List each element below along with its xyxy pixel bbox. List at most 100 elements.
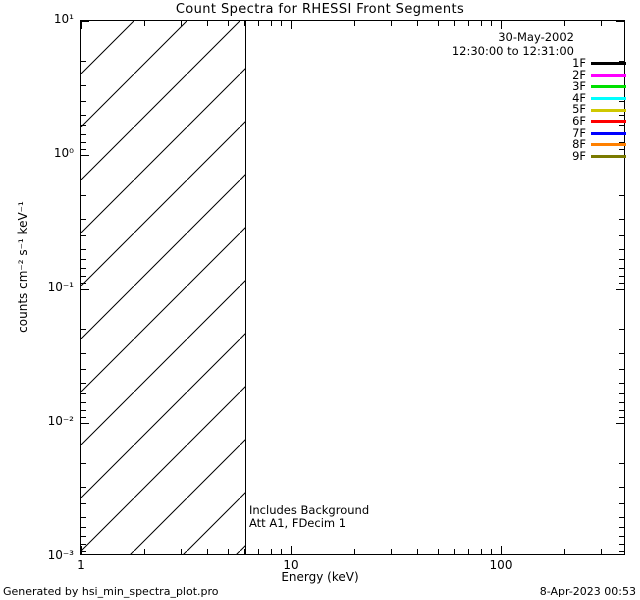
plot-annotations: Includes Background Att A1, FDecim 1 — [249, 504, 369, 530]
plot-area: Includes Background Att A1, FDecim 1 — [80, 20, 625, 555]
legend-swatch-8f — [591, 143, 626, 147]
legend-label-6f: 6F — [572, 113, 586, 128]
y-tick-right — [616, 289, 624, 290]
x-tick-minor — [144, 549, 145, 554]
x-tick-top — [438, 21, 439, 26]
y-tick-right — [619, 551, 624, 552]
x-tick-minor — [438, 549, 439, 554]
x-tick-minor — [181, 549, 182, 554]
x-tick-minor — [258, 549, 259, 554]
y-tick-right — [619, 353, 624, 354]
x-tick-minor — [468, 549, 469, 554]
y-tick-right — [619, 527, 624, 528]
legend-item-3f[interactable]: 3F — [564, 81, 626, 93]
y-tick-right — [619, 487, 624, 488]
y-tick-minor — [81, 268, 86, 269]
y-tick-right — [619, 517, 624, 518]
y-tick-right — [619, 369, 624, 370]
y-tick-right — [619, 268, 624, 269]
y-tick-minor — [81, 125, 86, 126]
x-tick-minor — [281, 549, 282, 554]
x-tick-major — [501, 546, 502, 554]
y-tick-right — [619, 276, 624, 277]
y-axis-label: counts cm⁻² s⁻¹ keV⁻¹ — [16, 201, 30, 333]
hatched-energy-cutoff-region — [81, 21, 246, 554]
y-tick-label-1em1: 10⁻¹ — [47, 280, 74, 294]
observation-time-interval: 12:30:00 to 12:31:00 — [451, 44, 574, 58]
x-tick-label-1: 1 — [77, 558, 85, 572]
x-tick-major — [81, 546, 82, 554]
x-axis-label: Energy (keV) — [281, 570, 359, 584]
legend-item-5f[interactable]: 5F — [564, 104, 626, 116]
y-tick-right — [619, 417, 624, 418]
y-tick-minor — [81, 283, 86, 284]
y-tick-minor — [81, 235, 86, 236]
legend-swatch-1f — [591, 62, 626, 66]
annotation-attenuator-state: Att A1, FDecim 1 — [249, 516, 347, 530]
legend-item-7f[interactable]: 7F — [564, 127, 626, 140]
legend-item-9f[interactable]: 9F — [564, 148, 626, 163]
y-tick-major — [81, 21, 89, 22]
x-tick-minor — [244, 549, 245, 554]
y-tick-minor — [81, 503, 86, 504]
y-tick-minor — [81, 195, 86, 196]
x-tick-top — [417, 21, 418, 26]
y-tick-minor — [81, 517, 86, 518]
legend: 1F 2F 3F 4F 5F 6F 7F 8F 9F — [564, 57, 626, 163]
legend-item-2f[interactable]: 2F — [564, 69, 626, 82]
y-tick-right — [616, 21, 624, 22]
diagonal-hatch-pattern — [81, 21, 246, 554]
y-tick-right — [619, 544, 624, 545]
y-tick-minor — [81, 410, 86, 411]
legend-item-4f[interactable]: 4F — [564, 90, 626, 105]
x-tick-top — [501, 21, 502, 29]
legend-swatch-3f — [591, 85, 626, 89]
x-tick-major — [291, 546, 292, 554]
y-tick-right — [619, 402, 624, 403]
y-tick-right — [619, 149, 624, 150]
page-title: Count Spectra for RHESSI Front Segments — [175, 2, 465, 17]
x-tick-top — [207, 21, 208, 26]
legend-item-8f[interactable]: 8F — [564, 139, 626, 151]
y-tick-minor — [81, 61, 86, 62]
x-tick-minor — [491, 549, 492, 554]
x-tick-top — [601, 21, 602, 26]
legend-item-6f[interactable]: 6F — [564, 113, 626, 128]
hatch-region-boundary-line — [245, 21, 246, 554]
x-tick-top — [291, 21, 292, 29]
y-tick-major — [81, 423, 89, 424]
y-tick-minor — [81, 149, 86, 150]
y-tick-minor — [81, 544, 86, 545]
y-tick-right — [619, 249, 624, 250]
legend-label-5f: 5F — [572, 102, 586, 117]
y-tick-minor — [81, 276, 86, 277]
x-tick-top — [491, 21, 492, 26]
y-tick-minor — [81, 329, 86, 330]
x-tick-top — [144, 21, 145, 26]
legend-label-8f: 8F — [572, 137, 586, 152]
legend-label-4f: 4F — [572, 90, 586, 105]
x-tick-minor — [354, 549, 355, 554]
y-tick-right — [619, 259, 624, 260]
x-tick-minor — [564, 549, 565, 554]
y-tick-minor — [81, 536, 86, 537]
observation-date: 30-May-2002 — [498, 30, 574, 44]
legend-swatch-9f — [591, 155, 626, 159]
legend-item-1f[interactable]: 1F — [564, 57, 626, 70]
x-tick-top — [271, 21, 272, 26]
x-tick-top — [281, 21, 282, 26]
y-tick-major — [81, 289, 89, 290]
y-tick-minor — [81, 463, 86, 464]
legend-label-9f: 9F — [572, 148, 586, 163]
x-tick-top — [228, 21, 229, 26]
y-tick-right — [619, 463, 624, 464]
x-tick-minor — [454, 549, 455, 554]
y-tick-right — [619, 115, 624, 116]
legend-swatch-6f — [591, 120, 626, 124]
y-tick-right — [619, 219, 624, 220]
x-tick-top — [481, 21, 482, 26]
x-tick-minor — [417, 549, 418, 554]
y-tick-minor — [81, 134, 86, 135]
y-tick-minor — [81, 353, 86, 354]
x-tick-top — [244, 21, 245, 26]
